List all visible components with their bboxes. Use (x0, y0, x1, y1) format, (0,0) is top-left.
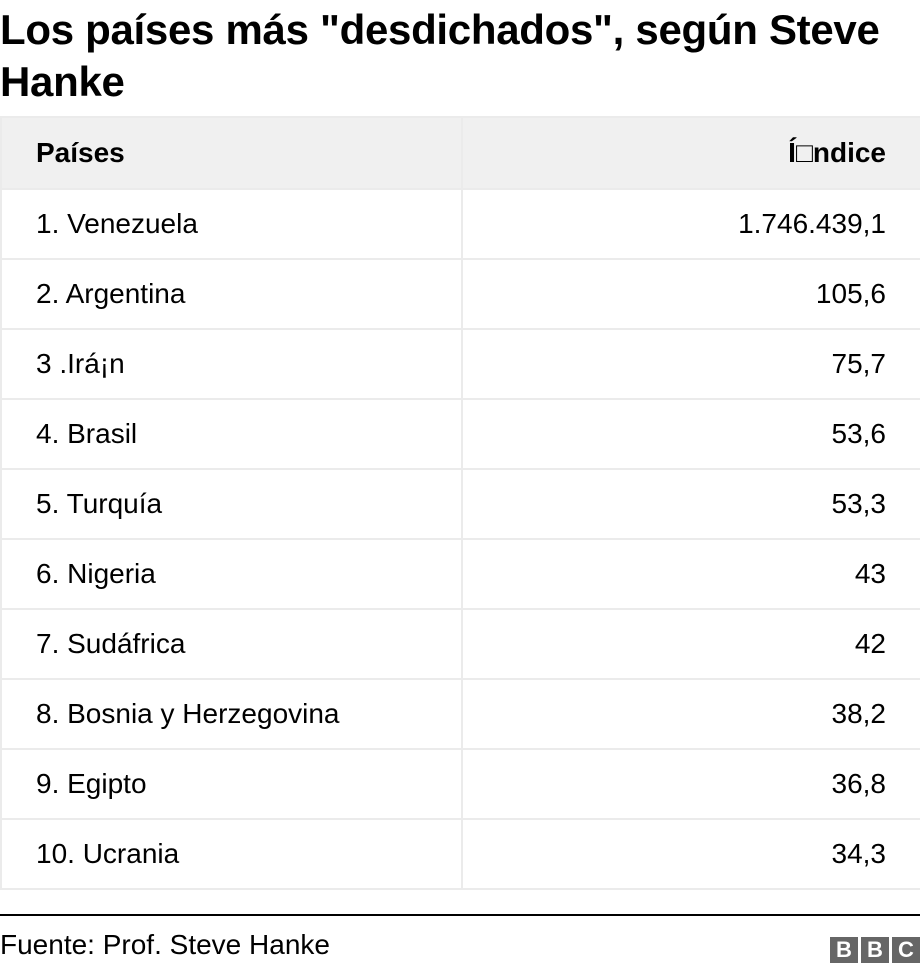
index-cell: 34,3 (461, 818, 920, 890)
logo-letter-c: C (892, 937, 920, 963)
index-cell: 53,6 (461, 398, 920, 470)
country-cell: 2. Argentina (0, 258, 463, 330)
country-cell: 9. Egipto (0, 748, 463, 820)
logo-letter-b1: B (830, 937, 858, 963)
table-header-row: Países Í□ndice (0, 116, 920, 190)
index-cell: 42 (461, 608, 920, 680)
source-note: Fuente: Prof. Steve Hanke (0, 929, 330, 960)
country-cell: 4. Brasil (0, 398, 463, 470)
country-cell: 10. Ucrania (0, 818, 463, 890)
index-cell: 38,2 (461, 678, 920, 750)
index-cell: 105,6 (461, 258, 920, 330)
country-cell: 3 .Irá¡n (0, 328, 463, 400)
country-cell: 7. Sudáfrica (0, 608, 463, 680)
table-row: 10. Ucrania 34,3 (0, 818, 920, 890)
table-row: 1. Venezuela 1.746.439,1 (0, 188, 920, 260)
table-row: 6. Nigeria 43 (0, 538, 920, 610)
index-cell: 53,3 (461, 468, 920, 540)
header-countries: Países (0, 116, 463, 190)
index-cell: 1.746.439,1 (461, 188, 920, 260)
country-cell: 8. Bosnia y Herzegovina (0, 678, 463, 750)
table-row: 8. Bosnia y Herzegovina 38,2 (0, 678, 920, 750)
footer-divider (0, 914, 920, 916)
index-cell: 43 (461, 538, 920, 610)
chart-title: Los países más "desdichados", según Stev… (0, 6, 880, 105)
country-cell: 5. Turquía (0, 468, 463, 540)
bbc-logo: B B C (830, 937, 920, 963)
country-cell: 1. Venezuela (0, 188, 463, 260)
table-row: 2. Argentina 105,6 (0, 258, 920, 330)
logo-letter-b2: B (861, 937, 889, 963)
index-cell: 75,7 (461, 328, 920, 400)
table-row: 4. Brasil 53,6 (0, 398, 920, 470)
table-row: 7. Sudáfrica 42 (0, 608, 920, 680)
ranking-table-container: Países Í□ndice 1. Venezuela 1.746.439,1 … (0, 116, 920, 890)
country-cell: 6. Nigeria (0, 538, 463, 610)
header-index: Í□ndice (461, 116, 920, 190)
table-row: 3 .Irá¡n 75,7 (0, 328, 920, 400)
table-row: 5. Turquía 53,3 (0, 468, 920, 540)
table-row: 9. Egipto 36,8 (0, 748, 920, 820)
index-cell: 36,8 (461, 748, 920, 820)
ranking-table: Países Í□ndice 1. Venezuela 1.746.439,1 … (0, 116, 920, 890)
